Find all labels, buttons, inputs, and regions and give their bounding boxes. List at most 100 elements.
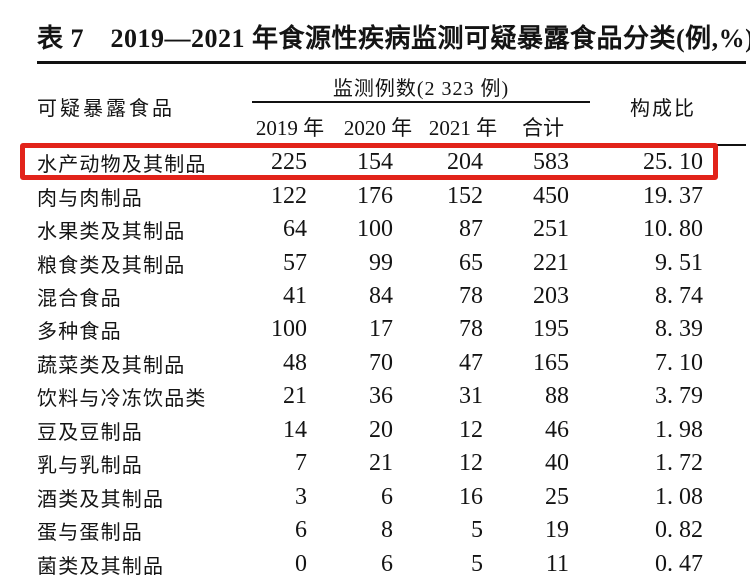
ratio-value: 19. 37 — [643, 182, 703, 209]
cases-2019: 100 — [271, 316, 307, 343]
cases-total: 46 — [545, 416, 569, 443]
cases-2021: 152 — [447, 182, 483, 209]
food-name: 酒类及其制品 — [37, 488, 165, 511]
cases-2021: 65 — [459, 249, 483, 276]
ratio-value: 1. 72 — [655, 450, 703, 477]
table-row: 水产动物及其制品 225 154 204 583 25. 10 — [37, 146, 703, 179]
cases-total: 203 — [533, 283, 569, 310]
header-year-2019: 2019 年 — [255, 116, 325, 140]
cases-total: 25 — [545, 483, 569, 510]
table-row: 酒类及其制品 3 6 16 25 1. 08 — [37, 481, 703, 514]
cases-2021: 5 — [471, 517, 483, 544]
table-row: 多种食品 100 17 78 195 8. 39 — [37, 313, 703, 346]
table-row: 水果类及其制品 64 100 87 251 10. 80 — [37, 213, 703, 246]
cases-total: 19 — [545, 517, 569, 544]
cases-2020: 84 — [369, 283, 393, 310]
cases-total: 195 — [533, 316, 569, 343]
cases-2020: 20 — [369, 416, 393, 443]
cases-total: 251 — [533, 216, 569, 243]
header-monitor-group: 监测例数(2 323 例) — [332, 78, 510, 100]
cases-2021: 12 — [459, 416, 483, 443]
food-name: 粮食类及其制品 — [37, 254, 186, 277]
table-top-rule — [37, 61, 746, 64]
food-name: 蛋与蛋制品 — [37, 522, 143, 545]
ratio-value: 25. 10 — [643, 149, 703, 176]
cases-2019: 122 — [271, 182, 307, 209]
table-row: 粮食类及其制品 57 99 65 221 9. 51 — [37, 246, 703, 279]
cases-total: 221 — [533, 249, 569, 276]
cases-2019: 6 — [295, 517, 307, 544]
ratio-value: 0. 82 — [655, 517, 703, 544]
cases-total: 40 — [545, 450, 569, 477]
cases-2020: 176 — [357, 182, 393, 209]
cases-2019: 57 — [283, 249, 307, 276]
header-total-column: 合计 — [522, 116, 564, 140]
cases-total: 11 — [545, 550, 569, 577]
food-name: 水产动物及其制品 — [37, 154, 207, 177]
ratio-value: 8. 39 — [655, 316, 703, 343]
cases-2020: 21 — [369, 450, 393, 477]
cases-2021: 47 — [459, 349, 483, 376]
ratio-value: 9. 51 — [655, 249, 703, 276]
cases-2019: 14 — [283, 416, 307, 443]
cases-2020: 17 — [369, 316, 393, 343]
food-name: 混合食品 — [37, 288, 122, 311]
cases-2021: 78 — [459, 283, 483, 310]
cases-2021: 16 — [459, 483, 483, 510]
table-body: 水产动物及其制品 225 154 204 583 25. 10 肉与肉制品 12… — [37, 146, 703, 581]
cases-2020: 70 — [369, 349, 393, 376]
table-row: 饮料与冷冻饮品类 21 36 31 88 3. 79 — [37, 380, 703, 413]
cases-total: 450 — [533, 182, 569, 209]
cases-total: 583 — [533, 149, 569, 176]
cases-2019: 0 — [295, 550, 307, 577]
cases-2020: 6 — [381, 483, 393, 510]
header-food-column: 可疑暴露食品 — [37, 98, 175, 120]
cases-2019: 21 — [283, 383, 307, 410]
cases-total: 165 — [533, 349, 569, 376]
table-row: 蔬菜类及其制品 48 70 47 165 7. 10 — [37, 347, 703, 380]
cases-2019: 7 — [295, 450, 307, 477]
cases-2021: 5 — [471, 550, 483, 577]
table-row: 乳与乳制品 7 21 12 40 1. 72 — [37, 447, 703, 480]
cases-2019: 48 — [283, 349, 307, 376]
food-name: 菌类及其制品 — [37, 555, 165, 578]
table-title: 表 7 2019—2021 年食源性疾病监测可疑暴露食品分类(例,%) — [37, 24, 750, 53]
ratio-value: 1. 98 — [655, 416, 703, 443]
table-row: 菌类及其制品 0 6 5 11 0. 47 — [37, 547, 703, 580]
table-row: 肉与肉制品 122 176 152 450 19. 37 — [37, 179, 703, 212]
cases-2021: 12 — [459, 450, 483, 477]
cases-2020: 6 — [381, 550, 393, 577]
cases-2020: 100 — [357, 216, 393, 243]
ratio-value: 0. 47 — [655, 550, 703, 577]
cases-2019: 64 — [283, 216, 307, 243]
cases-2019: 225 — [271, 149, 307, 176]
header-ratio-column: 构成比 — [630, 98, 696, 120]
cases-2020: 8 — [381, 517, 393, 544]
monitor-group-underline — [252, 101, 590, 103]
header-year-2020: 2020 年 — [343, 116, 413, 140]
ratio-value: 1. 08 — [655, 483, 703, 510]
cases-total: 88 — [545, 383, 569, 410]
food-name: 豆及豆制品 — [37, 421, 143, 444]
food-name: 乳与乳制品 — [37, 455, 143, 478]
cases-2021: 204 — [447, 149, 483, 176]
ratio-value: 7. 10 — [655, 349, 703, 376]
table-row: 豆及豆制品 14 20 12 46 1. 98 — [37, 414, 703, 447]
ratio-value: 8. 74 — [655, 283, 703, 310]
food-name: 肉与肉制品 — [37, 187, 143, 210]
cases-2020: 154 — [357, 149, 393, 176]
ratio-value: 10. 80 — [643, 216, 703, 243]
food-name: 多种食品 — [37, 321, 122, 344]
food-name: 饮料与冷冻饮品类 — [37, 388, 207, 411]
cases-2020: 99 — [369, 249, 393, 276]
cases-2021: 31 — [459, 383, 483, 410]
table-row: 蛋与蛋制品 6 8 5 19 0. 82 — [37, 514, 703, 547]
cases-2019: 41 — [283, 283, 307, 310]
cases-2020: 36 — [369, 383, 393, 410]
food-name: 水果类及其制品 — [37, 221, 186, 244]
cases-2019: 3 — [295, 483, 307, 510]
cases-2021: 87 — [459, 216, 483, 243]
cases-2021: 78 — [459, 316, 483, 343]
header-year-2021: 2021 年 — [428, 116, 498, 140]
ratio-value: 3. 79 — [655, 383, 703, 410]
